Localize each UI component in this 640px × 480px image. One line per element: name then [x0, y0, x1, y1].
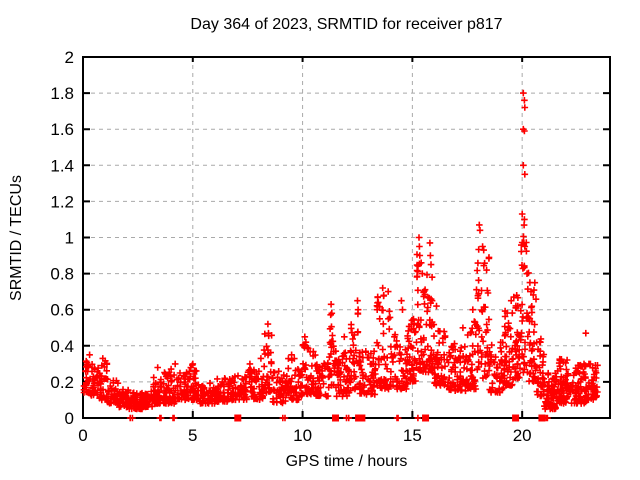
gap-square-marker	[512, 414, 520, 422]
y-tick-label: 0.4	[50, 337, 74, 356]
gap-square-marker	[358, 414, 366, 422]
x-tick-label: 0	[78, 426, 87, 445]
data-points	[80, 89, 601, 422]
x-tick-label: 15	[403, 426, 422, 445]
x-axis-label: GPS time / hours	[285, 453, 408, 470]
y-tick-label: 1.6	[50, 120, 74, 139]
y-tick-label: 0.8	[50, 265, 74, 284]
x-tick-label: 5	[188, 426, 197, 445]
x-tick-label: 20	[513, 426, 532, 445]
x-tick-label: 10	[293, 426, 312, 445]
gap-square-marker	[234, 414, 242, 422]
y-tick-label: 0.2	[50, 373, 74, 392]
gap-square-marker	[332, 414, 340, 422]
y-axis-label: SRMTID / TECUs	[8, 175, 25, 301]
y-tick-label: 1.8	[50, 84, 74, 103]
y-tick-label: 0.6	[50, 301, 74, 320]
y-tick-label: 1.4	[50, 156, 74, 175]
y-tick-label: 1.2	[50, 192, 74, 211]
y-tick-label: 0	[65, 409, 74, 428]
y-tick-label: 1	[65, 229, 74, 248]
gap-square-marker	[422, 414, 430, 422]
chart-title: Day 364 of 2023, SRMTID for receiver p81…	[190, 16, 503, 33]
grid-lines	[83, 57, 610, 418]
gap-square-marker	[538, 414, 546, 422]
y-tick-label: 2	[65, 48, 74, 67]
